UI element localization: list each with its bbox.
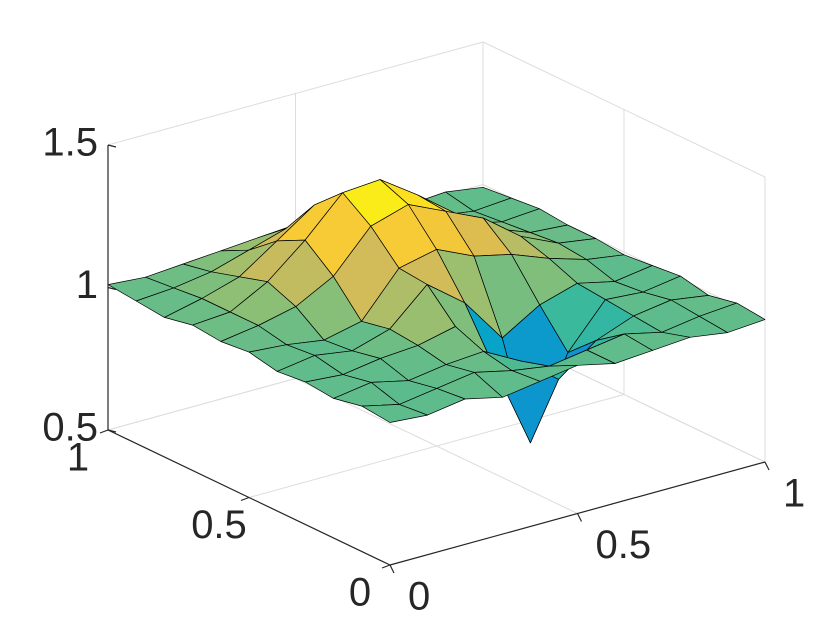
z-tick-label: 1.5 [42, 121, 98, 165]
z-tick [107, 144, 117, 148]
y-tick [381, 564, 391, 569]
y-tick [240, 496, 250, 502]
z-tick [107, 429, 117, 433]
y-tick-label: 1 [67, 436, 89, 480]
x-tick [764, 461, 770, 471]
grid-line [482, 41, 766, 178]
surface [107, 179, 766, 444]
y-tick-label: 0.5 [191, 503, 247, 547]
z-tick-label: 1 [76, 263, 98, 307]
surface-patch [361, 404, 428, 423]
x-tick-label: 0 [408, 575, 430, 619]
grid-line [107, 41, 484, 146]
grid-line [248, 394, 625, 498]
x-tick [389, 564, 395, 574]
y-tick-label: 0 [349, 571, 371, 615]
x-tick-label: 1 [783, 472, 805, 516]
z-tick-label: 0.5 [42, 406, 98, 450]
x-tick-label: 0.5 [596, 523, 652, 567]
x-tick [576, 513, 583, 522]
z-tick [107, 286, 117, 291]
y-tick [99, 429, 109, 434]
